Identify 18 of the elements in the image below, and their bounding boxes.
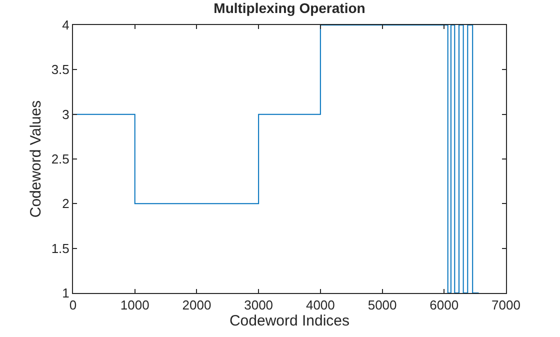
y-axis-title: Codeword Values [28, 100, 45, 218]
x-tick-label: 1000 [120, 298, 150, 313]
x-tick-label: 0 [69, 298, 77, 313]
y-tick-label: 1 [62, 286, 70, 301]
chart-title: Multiplexing Operation [214, 0, 366, 16]
y-tick-label: 1.5 [51, 240, 70, 256]
x-tick-label: 6000 [430, 298, 459, 313]
x-tick-label: 4000 [306, 298, 335, 313]
x-tick-label: 7000 [492, 298, 520, 313]
x-tick-label: 5000 [368, 298, 397, 313]
y-tick-label: 4 [62, 18, 70, 33]
x-axis-title: Codeword Indices [229, 312, 350, 330]
y-tick-label: 2.5 [51, 152, 70, 167]
y-tick-label: 3 [62, 106, 70, 122]
x-tick-label: 2000 [182, 298, 212, 313]
x-tick-label: 3000 [244, 298, 274, 313]
y-tick-label: 2 [62, 196, 70, 212]
y-tick-label: 3.5 [51, 62, 70, 78]
